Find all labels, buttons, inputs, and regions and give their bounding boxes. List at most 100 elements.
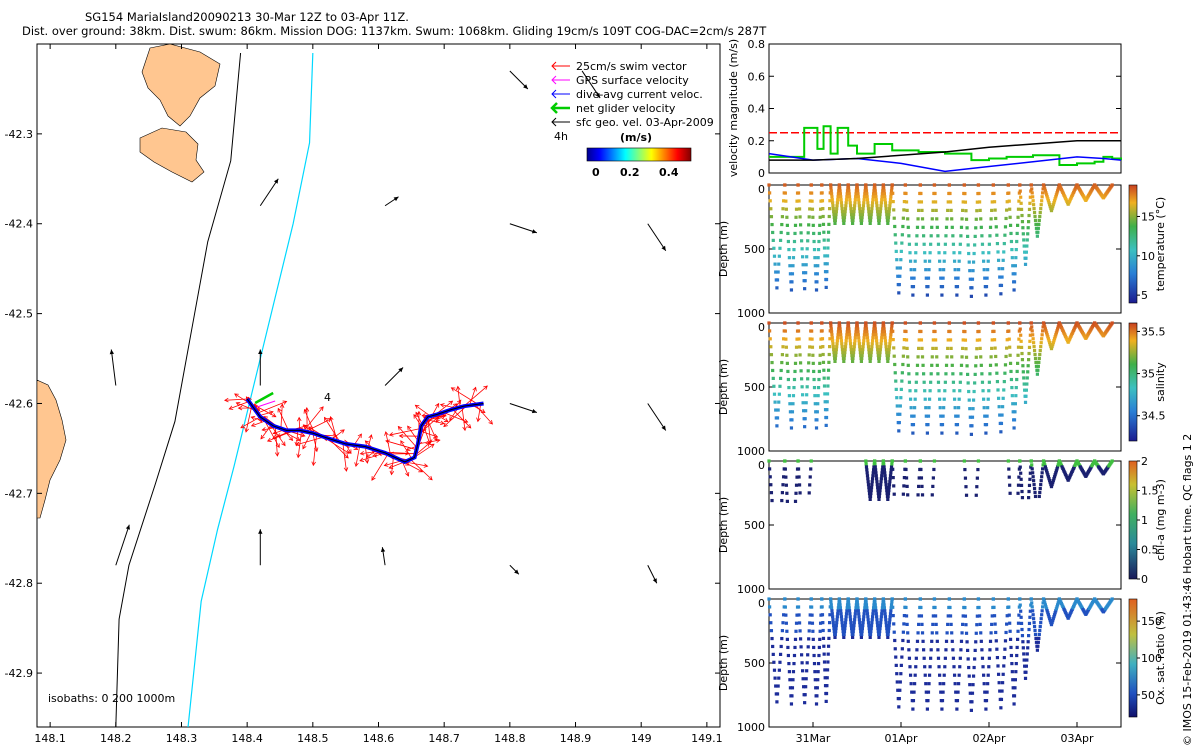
profile-point [946, 346, 950, 351]
profile-point [868, 494, 873, 499]
profile-point [911, 707, 915, 711]
profile-point [810, 199, 814, 203]
profile-point [796, 183, 800, 187]
profile-point [977, 191, 981, 196]
profile-point [984, 699, 989, 703]
profile-point [796, 191, 801, 195]
profile-point [813, 256, 817, 260]
profile-point [869, 209, 874, 214]
profile-point [1011, 402, 1015, 406]
profile-point [820, 191, 824, 195]
profile-point [865, 474, 870, 478]
profile-point [779, 368, 783, 373]
profile-point [875, 342, 879, 346]
profile-point [792, 661, 796, 666]
profile-point [847, 330, 851, 334]
profile-point [832, 347, 836, 352]
profile-point [842, 632, 846, 637]
profile-point [868, 359, 872, 363]
swim-vector [359, 452, 386, 462]
profile-point [798, 629, 802, 633]
profile-point [1043, 603, 1047, 607]
profile-point [1011, 272, 1015, 276]
profile-point [771, 368, 775, 373]
profile-point [851, 359, 855, 363]
profile-point [797, 475, 801, 479]
profile-point [1054, 609, 1058, 613]
profile-point [1012, 288, 1016, 292]
profile-point [798, 491, 802, 495]
profile-point [790, 418, 794, 422]
profile-point [994, 639, 998, 643]
profile-point [982, 682, 986, 686]
profile-point [1004, 630, 1008, 635]
profile-point [848, 342, 853, 346]
profile-point [878, 347, 882, 352]
map-legend: 25cm/s swim vector GPS surface velocity … [550, 60, 714, 179]
profile-point [1000, 689, 1004, 693]
profile-point [862, 615, 866, 619]
profile-point [938, 268, 942, 272]
profile-point [1013, 272, 1017, 276]
profile-point [1012, 702, 1016, 706]
profile-point [976, 597, 981, 601]
swim-vector-head [388, 464, 394, 469]
profile-point [1022, 652, 1026, 656]
profile-point [799, 369, 803, 373]
section-ytick-label: 1000 [737, 583, 765, 596]
profile-point [840, 618, 844, 622]
profile-point [787, 670, 792, 674]
profile-point [832, 350, 836, 355]
profile-point [837, 597, 841, 601]
profile-point [878, 626, 882, 631]
profile-point [1041, 329, 1045, 333]
profile-point [838, 327, 842, 331]
profile-point [802, 409, 806, 413]
profile-point [776, 408, 780, 412]
section-ytick-label: 1000 [737, 445, 765, 458]
profile-point [830, 336, 834, 340]
profile-point [842, 215, 847, 220]
swim-vector-head [435, 438, 441, 443]
profile-point [820, 597, 824, 601]
profile-point [772, 392, 777, 396]
section-xtick-label: 02Apr [972, 732, 1006, 745]
profile-point [1048, 619, 1052, 623]
profile-point [888, 618, 892, 622]
profile-point [804, 409, 808, 413]
swim-vector-head [364, 440, 370, 445]
profile-point [1020, 351, 1024, 356]
profile-point [884, 618, 888, 622]
profile-point [801, 255, 805, 259]
section-ytick-label: 0 [758, 321, 765, 334]
profile-point [1017, 191, 1021, 195]
profile-point [880, 474, 884, 478]
profile-point [918, 597, 922, 601]
swim-vector-head [354, 462, 359, 468]
profile-point [987, 665, 991, 669]
profile-point [888, 480, 892, 484]
profile-point [844, 342, 848, 346]
profile-point [833, 221, 837, 225]
swim-vector [398, 426, 418, 449]
profile-point [878, 629, 882, 634]
profile-point [935, 631, 939, 635]
profile-point [878, 209, 882, 214]
profile-point [914, 380, 918, 384]
profile-point [853, 615, 857, 619]
profile-point [950, 639, 954, 643]
profile-point [1013, 686, 1017, 690]
profile-point [951, 656, 956, 660]
profile-point [809, 321, 813, 325]
map-ytick-label: -42.4 [5, 218, 33, 231]
profile-point [916, 217, 920, 221]
profile-point [1013, 678, 1017, 682]
profile-point [845, 195, 849, 199]
swim-vector [295, 436, 325, 446]
profile-point [1022, 238, 1026, 242]
profile-point [768, 199, 772, 203]
profile-point [784, 621, 788, 625]
land-maria-island-south [139, 127, 205, 183]
profile-point [973, 381, 977, 385]
profile-point [911, 285, 916, 289]
